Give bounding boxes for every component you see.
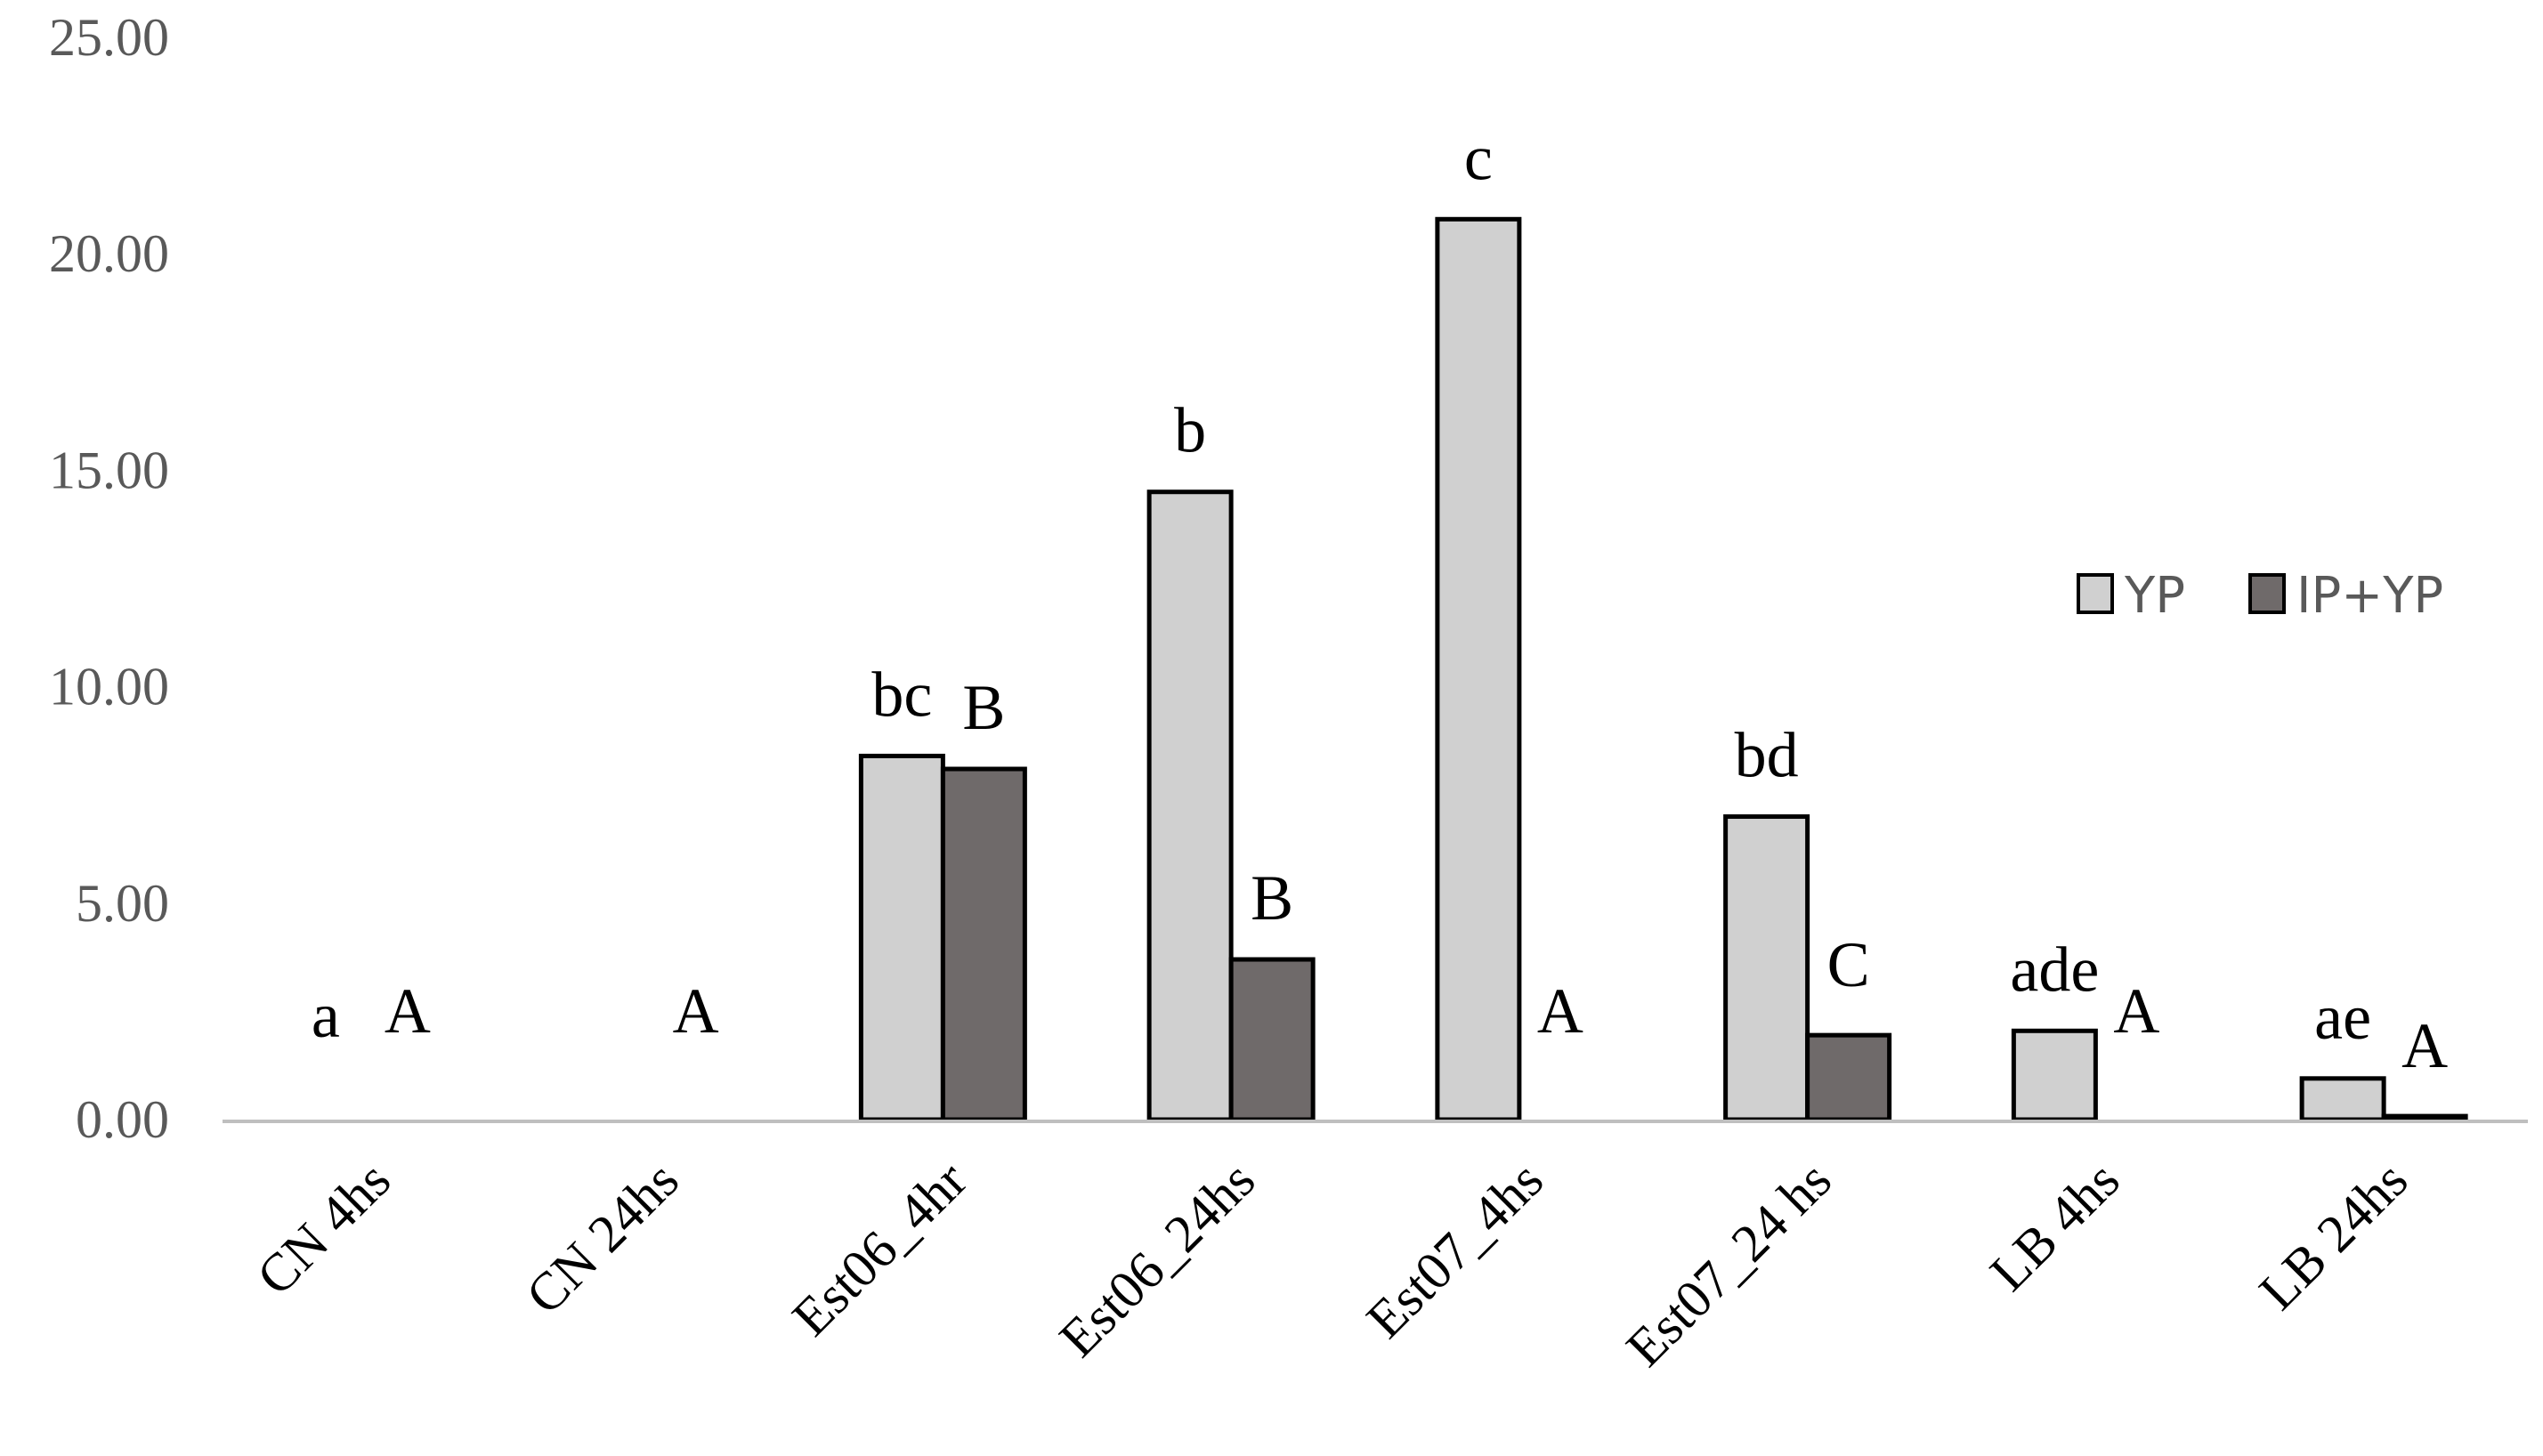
legend-swatch-ip-yp (2248, 573, 2286, 614)
significance-label: c (1464, 122, 1493, 193)
y-tick-label: 0.00 (76, 1090, 169, 1149)
significance-label: bd (1735, 720, 1799, 791)
legend-label-yp: YP (2124, 567, 2185, 625)
significance-label: B (1251, 862, 1293, 934)
y-axis-tick-labels: 0.00 5.00 10.00 15.00 20.00 25.00 (49, 8, 169, 1149)
significance-label: A (2401, 1010, 2448, 1081)
significance-label: a (312, 980, 340, 1051)
y-tick-label: 20.00 (49, 224, 169, 283)
x-tick-label: LB 24hs (2248, 1151, 2419, 1322)
y-tick-label: 10.00 (49, 658, 169, 716)
legend-swatch-yp (2077, 573, 2114, 614)
x-tick-label: CN 24hs (514, 1151, 689, 1325)
significance-label: A (1537, 975, 1583, 1047)
bar-ip-yp (1228, 957, 1316, 1122)
significance-label: b (1174, 395, 1206, 466)
bar-ip-yp (2381, 1113, 2468, 1122)
x-tick-label: CN 4hs (246, 1151, 401, 1306)
bar-yp (858, 753, 945, 1122)
x-axis-category-labels: CN 4hs CN 24hs Est06_4hr Est06_24hs Est07_4h… (246, 1151, 2418, 1378)
bar-yp (1723, 814, 1810, 1122)
significance-label: A (2113, 975, 2159, 1047)
significance-label: A (385, 975, 431, 1047)
significance-label: B (962, 672, 1005, 743)
x-tick-label: Est06_24hs (1049, 1151, 1267, 1369)
significance-label: C (1827, 929, 1870, 1000)
bar-yp (2299, 1076, 2386, 1122)
x-tick-label: Est07_4hs (1356, 1151, 1554, 1349)
bar-ip-yp (940, 766, 1027, 1122)
bar-ip-yp (1805, 1032, 1892, 1122)
significance-label: ade (2010, 934, 2099, 1005)
bars (858, 216, 2468, 1122)
significance-label: ae (2314, 982, 2371, 1053)
significance-label: A (673, 975, 719, 1047)
significance-label: bc (871, 659, 932, 730)
y-tick-label: 15.00 (49, 441, 169, 499)
x-tick-label: Est06_4hr (781, 1151, 977, 1347)
legend: YP IP+YP (2077, 567, 2443, 625)
y-tick-label: 25.00 (49, 8, 169, 67)
bar-yp (1146, 489, 1234, 1122)
x-tick-label: LB 4hs (1979, 1151, 2130, 1302)
bar-yp (1435, 216, 1522, 1122)
y-tick-label: 5.00 (76, 874, 169, 933)
legend-label-ip-yp: IP+YP (2296, 567, 2443, 625)
bar-yp (2011, 1028, 2098, 1122)
x-tick-label: Est07_24 hs (1616, 1151, 1842, 1378)
